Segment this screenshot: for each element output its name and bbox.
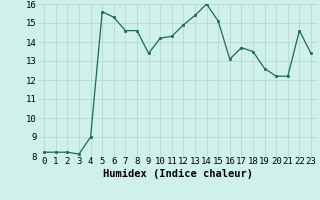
X-axis label: Humidex (Indice chaleur): Humidex (Indice chaleur) <box>103 169 252 179</box>
